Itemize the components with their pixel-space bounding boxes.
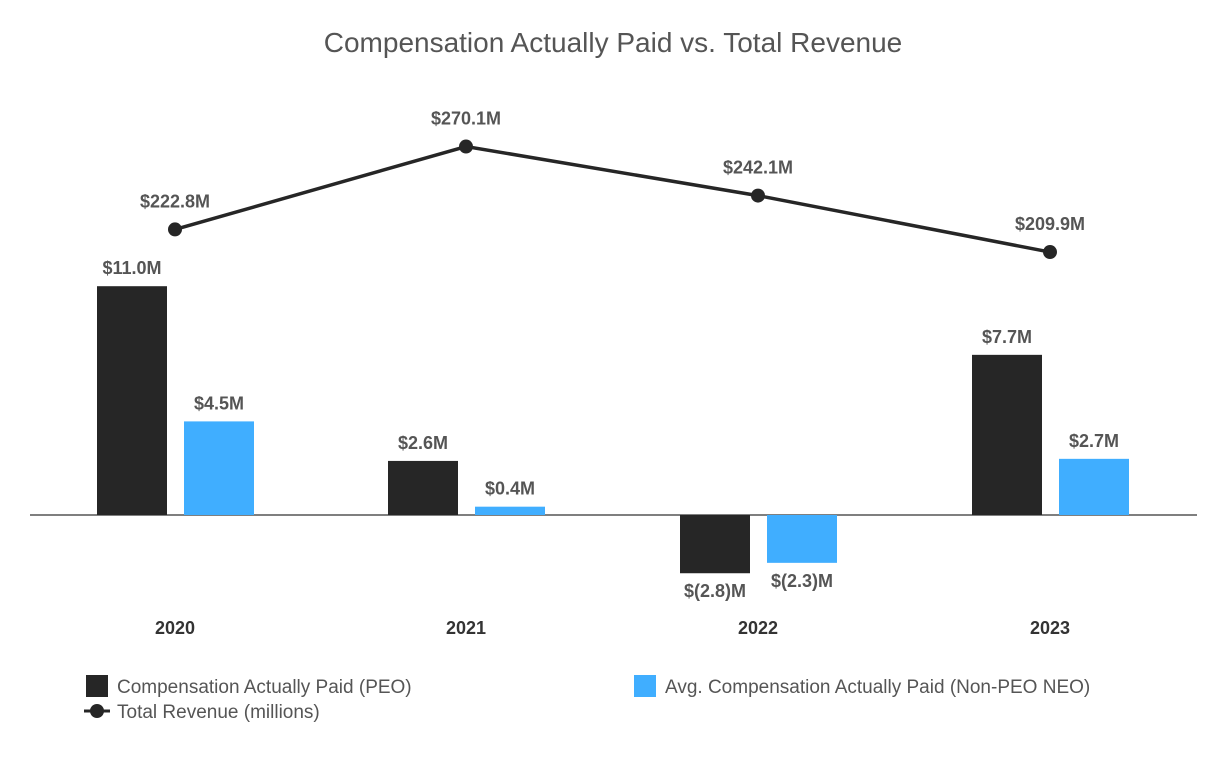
revenue-label-2021: $270.1M: [431, 109, 501, 129]
category-label-2020: 2020: [155, 618, 195, 638]
legend-label-peo: Compensation Actually Paid (PEO): [117, 677, 412, 698]
data-label-peo-2021: $2.6M: [398, 433, 448, 453]
bar-neo-2023: [1059, 458, 1129, 515]
category-label-2022: 2022: [738, 618, 778, 638]
bar-peo-2022: [680, 515, 750, 574]
revenue-label-2022: $242.1M: [723, 158, 793, 178]
data-label-peo-2023: $7.7M: [982, 327, 1032, 347]
chart-title: Compensation Actually Paid vs. Total Rev…: [324, 27, 902, 58]
data-label-neo-2022: $(2.3)M: [771, 571, 833, 591]
revenue-label-2020: $222.8M: [140, 191, 210, 211]
revenue-point-2020: [168, 222, 182, 237]
bar-neo-2022: [767, 515, 837, 563]
bar-neo-2020: [184, 421, 254, 515]
legend-swatch-neo: [634, 675, 656, 697]
plot-area: $11.0M $4.5M 2020 $2.6M $0.4M 2021 $(2.8)M $(2.…: [30, 109, 1197, 638]
legend-label-revenue: Total Revenue (millions): [117, 702, 320, 723]
bar-peo-2021: [388, 460, 458, 515]
data-label-neo-2020: $4.5M: [194, 393, 244, 413]
data-label-peo-2020: $11.0M: [102, 258, 161, 278]
data-label-peo-2022: $(2.8)M: [684, 581, 746, 601]
category-label-2021: 2021: [446, 618, 486, 638]
legend: Compensation Actually Paid (PEO) Avg. Com…: [84, 675, 1090, 723]
data-label-neo-2021: $0.4M: [485, 479, 535, 499]
category-label-2023: 2023: [1030, 618, 1070, 638]
revenue-line: [174, 144, 1051, 254]
bar-neo-2021: [475, 506, 545, 515]
revenue-point-2021: [459, 139, 473, 154]
bar-peo-2023: [972, 354, 1042, 515]
legend-swatch-peo: [86, 675, 108, 697]
legend-label-neo: Avg. Compensation Actually Paid (Non-PEO…: [665, 677, 1090, 698]
data-label-neo-2023: $2.7M: [1069, 431, 1119, 451]
revenue-point-2023: [1043, 245, 1057, 260]
bar-peo-2020: [97, 286, 167, 515]
legend-marker-revenue: [90, 704, 104, 718]
revenue-label-2023: $209.9M: [1015, 214, 1085, 234]
revenue-point-2022: [751, 188, 765, 203]
